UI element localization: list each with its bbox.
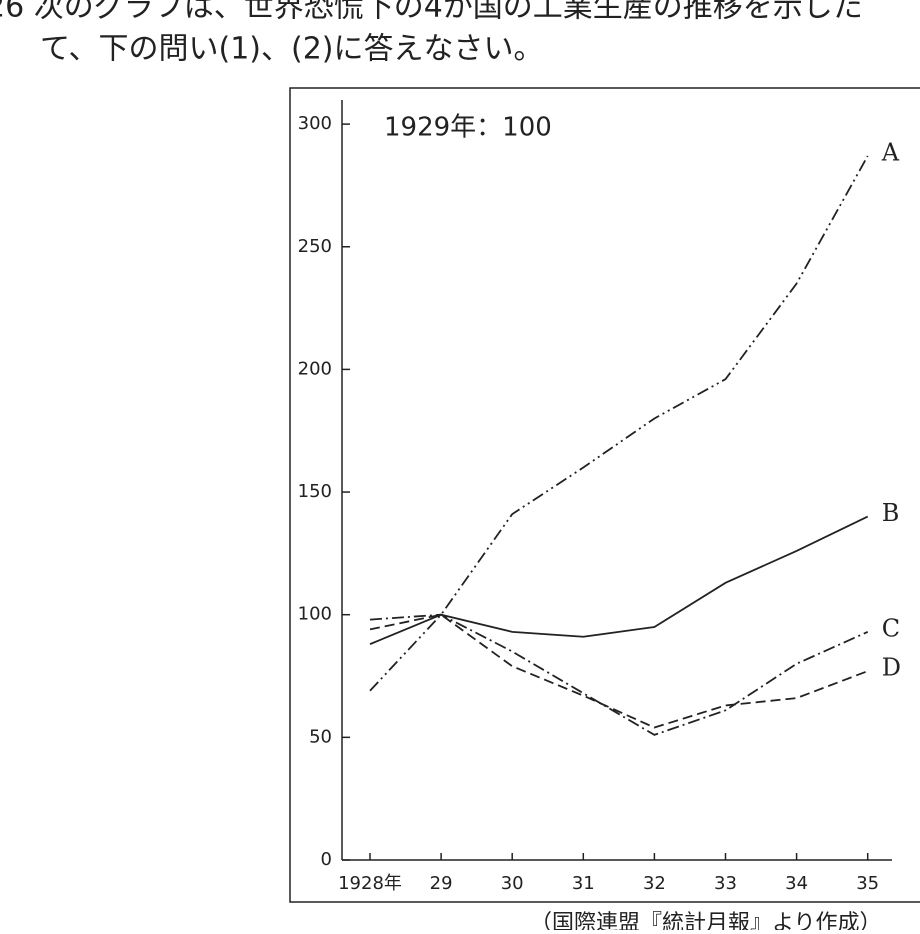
x-tick-label: 35 <box>856 873 879 894</box>
x-tick-label: 30 <box>501 873 524 894</box>
y-tick-label: 300 <box>298 113 332 134</box>
series-line <box>369 155 869 692</box>
annotation: 1929年：100 <box>384 113 552 143</box>
y-tick-label: 50 <box>309 726 332 747</box>
series-line <box>369 515 869 645</box>
series-line <box>369 613 869 729</box>
x-tick-label: 33 <box>714 873 737 894</box>
source: （国際連盟『統計月報』より作成） <box>530 911 882 930</box>
series-label: D <box>882 654 901 682</box>
y-tick-label: 250 <box>298 236 332 257</box>
y-tick-label: 100 <box>298 604 332 625</box>
series-label: A <box>881 138 900 166</box>
series-label: B <box>882 499 900 527</box>
x-tick-label: 1928年 <box>338 873 402 894</box>
x-tick-label: 29 <box>430 873 453 894</box>
series-line <box>369 613 869 736</box>
question-line: て、下の問い(1)、(2)に答えなさい。 <box>40 32 544 67</box>
frame <box>289 87 920 903</box>
x-tick-label: 32 <box>643 873 666 894</box>
y-tick-label: 150 <box>298 481 332 502</box>
y-tick-label: 200 <box>298 358 332 379</box>
question-line: 26 次のグラフは、世界恐慌下の4か国の工業生産の推移を示した <box>0 0 863 25</box>
series-label: C <box>882 614 900 642</box>
y-tick-label: 0 <box>321 849 332 870</box>
x-tick-label: 34 <box>785 873 808 894</box>
x-tick-label: 31 <box>572 873 595 894</box>
